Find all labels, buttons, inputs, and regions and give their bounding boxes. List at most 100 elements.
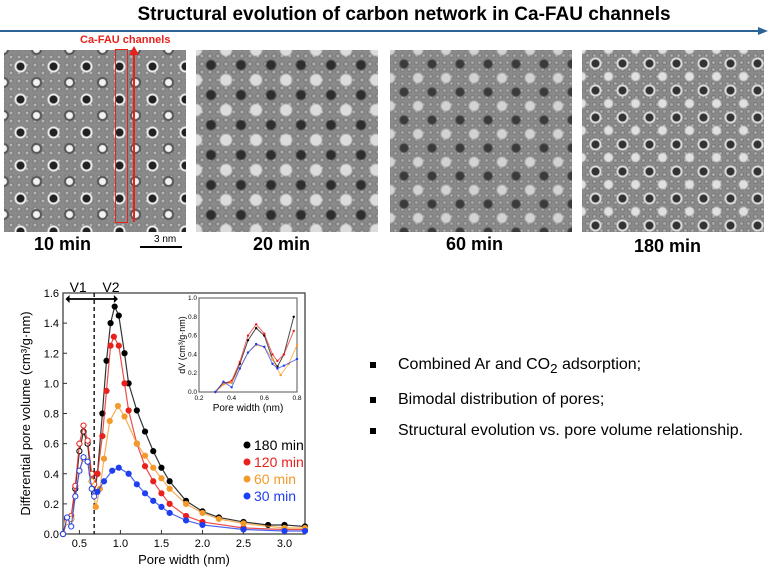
data-point bbox=[107, 342, 114, 349]
data-point bbox=[114, 402, 122, 410]
y-axis-label: Differential pore volume (cm³/g·nm) bbox=[18, 311, 33, 515]
bullet-item: Structural evolution vs. pore volume rel… bbox=[368, 420, 768, 442]
data-point bbox=[103, 387, 110, 395]
inset-frame bbox=[198, 297, 298, 393]
legend-label: 120 min bbox=[254, 454, 304, 470]
legend-marker bbox=[243, 458, 251, 466]
data-point bbox=[91, 493, 98, 500]
inset-data-point bbox=[271, 362, 274, 365]
data-point bbox=[182, 517, 190, 524]
arrowhead-right bbox=[113, 295, 118, 303]
data-point bbox=[94, 470, 101, 477]
inset-y-tick-label: 0.2 bbox=[188, 370, 197, 377]
data-point bbox=[182, 500, 190, 507]
data-point bbox=[64, 514, 71, 521]
tem-image-60min bbox=[390, 50, 572, 232]
legend-marker bbox=[243, 441, 251, 449]
bullet-text: Bimodal distribution of pores; bbox=[398, 391, 605, 409]
inset-data-point bbox=[246, 339, 250, 342]
inset-data-point bbox=[263, 345, 266, 349]
data-point bbox=[158, 503, 165, 510]
figure-title: Structural evolution of carbon network i… bbox=[137, 4, 671, 25]
data-point bbox=[76, 440, 83, 447]
channel-arrow-icon bbox=[129, 46, 139, 222]
data-point bbox=[150, 497, 157, 504]
channel-highlight-box bbox=[115, 49, 128, 223]
inset-data-point bbox=[295, 357, 299, 361]
inset-data-point bbox=[230, 386, 233, 389]
inset-data-point bbox=[246, 334, 250, 337]
data-point bbox=[199, 521, 206, 529]
inset-x-tick-label: 0.4 bbox=[227, 395, 236, 402]
data-point bbox=[121, 413, 128, 420]
series-30-min bbox=[59, 454, 309, 538]
data-point bbox=[141, 490, 149, 497]
data-point bbox=[68, 523, 75, 530]
tem-label: 10 min bbox=[34, 234, 92, 254]
channel-annotation: Ca-FAU channels bbox=[80, 34, 171, 46]
bullet-item: Bimodal distribution of pores; bbox=[368, 389, 768, 411]
tem-image-180min bbox=[582, 50, 764, 232]
data-point bbox=[92, 503, 99, 510]
data-point bbox=[80, 454, 87, 461]
data-point bbox=[109, 467, 116, 474]
inset-data-point bbox=[263, 332, 266, 335]
tem-image-10min bbox=[4, 50, 186, 232]
data-point bbox=[158, 464, 165, 471]
data-point bbox=[141, 452, 149, 459]
data-point bbox=[115, 464, 122, 471]
y-tick-label: 0.2 bbox=[44, 499, 59, 511]
x-tick-label: 1.0 bbox=[113, 538, 128, 550]
legend-marker bbox=[243, 492, 251, 500]
inset-data-point bbox=[271, 353, 274, 356]
data-point bbox=[166, 485, 173, 492]
data-point bbox=[88, 485, 95, 492]
inset-data-point bbox=[282, 353, 286, 356]
inset-data-point bbox=[238, 360, 242, 364]
data-point bbox=[158, 490, 165, 497]
data-point bbox=[106, 417, 113, 425]
data-point bbox=[59, 530, 67, 538]
data-point bbox=[84, 458, 91, 465]
arrowhead-left bbox=[65, 295, 70, 303]
tem-label: 60 min bbox=[446, 234, 504, 254]
data-point bbox=[240, 520, 247, 527]
inset-data-point bbox=[292, 329, 295, 333]
v2-label: V2 bbox=[102, 280, 119, 295]
inset-y-tick-label: 0.6 bbox=[188, 333, 197, 340]
inset-x-axis-label: Pore width (nm) bbox=[213, 403, 284, 414]
data-point bbox=[166, 478, 173, 485]
data-point bbox=[133, 481, 140, 488]
scale-bar bbox=[140, 246, 182, 248]
inset-series-30-min bbox=[214, 342, 299, 394]
data-point bbox=[215, 515, 222, 523]
tem-label: 180 min bbox=[634, 236, 702, 256]
data-point bbox=[76, 467, 83, 474]
bullet-text: Combined Ar and CO bbox=[398, 356, 551, 373]
data-point bbox=[80, 422, 87, 429]
inset-data-point bbox=[238, 367, 242, 370]
bullet-subscript: 2 bbox=[550, 361, 558, 377]
inset-data-point bbox=[222, 380, 225, 383]
data-point bbox=[115, 342, 122, 349]
inset-data-point bbox=[279, 373, 282, 377]
v1-label: V1 bbox=[70, 280, 87, 295]
data-point bbox=[103, 357, 110, 364]
inset-data-point bbox=[230, 381, 233, 384]
legend-label: 30 min bbox=[254, 488, 296, 504]
x-axis-label: Pore width (nm) bbox=[138, 552, 230, 567]
bullet-text: adsorption; bbox=[557, 356, 642, 373]
inset-data-point bbox=[276, 367, 279, 370]
data-point bbox=[99, 432, 106, 440]
data-point bbox=[115, 312, 122, 319]
timeline-arrow bbox=[0, 27, 768, 35]
pore-size-distribution-chart: 0.5 1.0 1.5 2.0 2.5 3.00.00.20.40.60.81.01.21… bbox=[18, 280, 309, 567]
data-point bbox=[107, 320, 114, 327]
y-tick-label: 0.4 bbox=[44, 469, 59, 481]
inset-data-point bbox=[282, 364, 286, 367]
data-point bbox=[133, 407, 140, 414]
data-point bbox=[141, 428, 149, 435]
legend-label: 180 min bbox=[254, 437, 304, 453]
x-tick-label: 3.0 bbox=[277, 538, 292, 550]
y-tick-label: 0.8 bbox=[44, 409, 59, 421]
